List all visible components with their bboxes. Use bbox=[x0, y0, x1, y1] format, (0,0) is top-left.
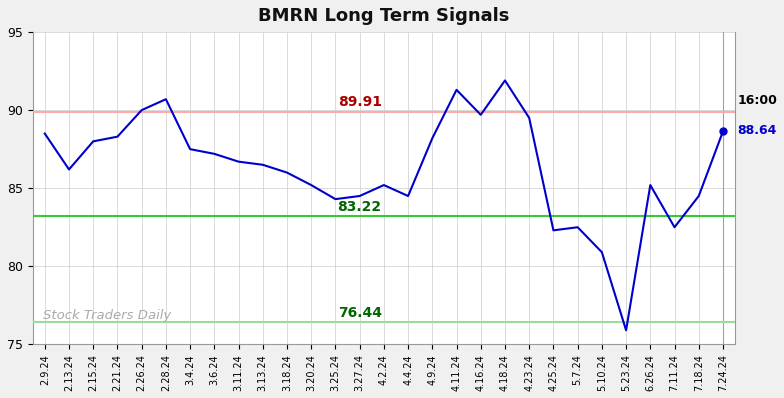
Text: Stock Traders Daily: Stock Traders Daily bbox=[43, 310, 172, 322]
Text: 83.22: 83.22 bbox=[338, 200, 382, 214]
Text: 76.44: 76.44 bbox=[338, 306, 382, 320]
Text: 88.64: 88.64 bbox=[738, 124, 777, 137]
Title: BMRN Long Term Signals: BMRN Long Term Signals bbox=[258, 7, 510, 25]
Text: 16:00: 16:00 bbox=[738, 94, 778, 107]
Text: 89.91: 89.91 bbox=[338, 95, 382, 109]
